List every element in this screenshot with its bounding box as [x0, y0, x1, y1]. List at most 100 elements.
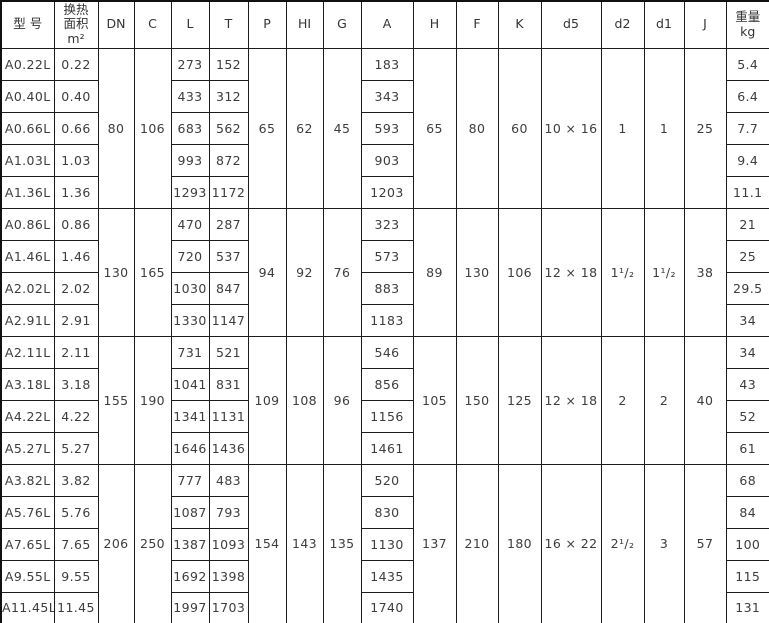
table-row: A0.22L 0.22 80 106 273 152 65 62 45 183 65 80 60 10 ×…	[0, 47, 769, 209]
cell-weight: 25	[725, 239, 769, 273]
cell-model: A2.91L	[0, 303, 55, 337]
cell-j: 38	[683, 207, 727, 337]
column-header-k: K	[497, 0, 542, 49]
cell-area: 3.82	[53, 463, 99, 497]
cell-model: A11.45L	[0, 591, 55, 623]
column-header-p: P	[247, 0, 287, 49]
cell-c: 250	[133, 463, 172, 623]
column-header-c: C	[133, 0, 172, 49]
cell-t: 1703	[208, 591, 249, 623]
cell-a: 520	[360, 463, 414, 497]
cell-dn: 155	[97, 335, 135, 465]
cell-l: 1041	[170, 367, 210, 401]
cell-model: A1.03L	[0, 143, 55, 177]
cell-model: A7.65L	[0, 527, 55, 561]
cell-a: 830	[360, 495, 414, 529]
cell-model: A4.22L	[0, 399, 55, 433]
cell-weight: 34	[725, 303, 769, 337]
cell-t: 1147	[208, 303, 249, 337]
column-header-a: A	[360, 0, 414, 49]
cell-area: 0.22	[53, 47, 99, 81]
cell-area: 5.27	[53, 431, 99, 465]
cell-a: 183	[360, 47, 414, 81]
cell-t: 483	[208, 463, 249, 497]
cell-l: 1330	[170, 303, 210, 337]
cell-f: 130	[455, 207, 499, 337]
cell-t: 562	[208, 111, 249, 145]
cell-d2: 2¹/₂	[600, 463, 645, 623]
table-row: A3.82L 3.82 206 250 777 483 154 143 135 520 137 210…	[0, 463, 769, 623]
column-header-g: G	[322, 0, 362, 49]
cell-area: 0.40	[53, 79, 99, 113]
table-row: A1.36L 1.36 1293 1172 1203 11.1	[0, 175, 769, 209]
column-header-f: F	[455, 0, 499, 49]
cell-c: 106	[133, 47, 172, 209]
cell-a: 343	[360, 79, 414, 113]
table-row: A0.40L 0.40 433 312 343 6.4	[0, 79, 769, 113]
column-header-dn: DN	[97, 0, 135, 49]
cell-k: 106	[497, 207, 542, 337]
cell-j: 25	[683, 47, 727, 209]
cell-model: A1.46L	[0, 239, 55, 273]
cell-weight: 61	[725, 431, 769, 465]
column-header-l: L	[170, 0, 210, 49]
cell-l: 433	[170, 79, 210, 113]
cell-weight: 43	[725, 367, 769, 401]
cell-area: 2.91	[53, 303, 99, 337]
cell-a: 903	[360, 143, 414, 177]
cell-l: 1293	[170, 175, 210, 209]
cell-t: 1172	[208, 175, 249, 209]
cell-g: 76	[322, 207, 362, 337]
cell-d1: 1¹/₂	[643, 207, 685, 337]
cell-weight: 115	[725, 559, 769, 593]
cell-hi: 108	[285, 335, 324, 465]
cell-model: A2.02L	[0, 271, 55, 305]
cell-area: 11.45	[53, 591, 99, 623]
cell-a: 1740	[360, 591, 414, 623]
cell-weight: 21	[725, 207, 769, 241]
cell-hi: 62	[285, 47, 324, 209]
cell-area: 2.02	[53, 271, 99, 305]
column-header-h: H	[412, 0, 457, 49]
cell-dn: 206	[97, 463, 135, 623]
cell-l: 1387	[170, 527, 210, 561]
cell-hi: 92	[285, 207, 324, 337]
table-row: A4.22L 4.22 1341 1131 1156 52	[0, 399, 769, 433]
cell-g: 96	[322, 335, 362, 465]
cell-d5: 16 × 22	[540, 463, 602, 623]
cell-d1: 1	[643, 47, 685, 209]
cell-t: 1093	[208, 527, 249, 561]
cell-model: A3.82L	[0, 463, 55, 497]
cell-l: 1341	[170, 399, 210, 433]
cell-a: 1156	[360, 399, 414, 433]
column-header-d1: d1	[643, 0, 685, 49]
cell-p: 154	[247, 463, 287, 623]
cell-weight: 131	[725, 591, 769, 623]
cell-h: 137	[412, 463, 457, 623]
cell-c: 165	[133, 207, 172, 337]
cell-weight: 52	[725, 399, 769, 433]
cell-t: 152	[208, 47, 249, 81]
table-row: A11.45L 11.45 1997 1703 1740 131	[0, 591, 769, 623]
cell-h: 65	[412, 47, 457, 209]
cell-model: A5.76L	[0, 495, 55, 529]
cell-weight: 34	[725, 335, 769, 369]
cell-area: 2.11	[53, 335, 99, 369]
column-header-model: 型 号	[0, 0, 55, 49]
cell-a: 323	[360, 207, 414, 241]
cell-model: A0.22L	[0, 47, 55, 81]
cell-t: 1436	[208, 431, 249, 465]
column-header-weight: 重量 kg	[725, 0, 769, 49]
table-row: A0.86L 0.86 130 165 470 287 94 92 76 323 89 130 106 1…	[0, 207, 769, 337]
cell-d5: 12 × 18	[540, 335, 602, 465]
cell-a: 1183	[360, 303, 414, 337]
cell-p: 109	[247, 335, 287, 465]
cell-hi: 143	[285, 463, 324, 623]
cell-l: 731	[170, 335, 210, 369]
cell-weight: 6.4	[725, 79, 769, 113]
cell-d5: 12 × 18	[540, 207, 602, 337]
cell-model: A5.27L	[0, 431, 55, 465]
cell-area: 7.65	[53, 527, 99, 561]
column-header-d5: d5	[540, 0, 602, 49]
cell-area: 1.03	[53, 143, 99, 177]
